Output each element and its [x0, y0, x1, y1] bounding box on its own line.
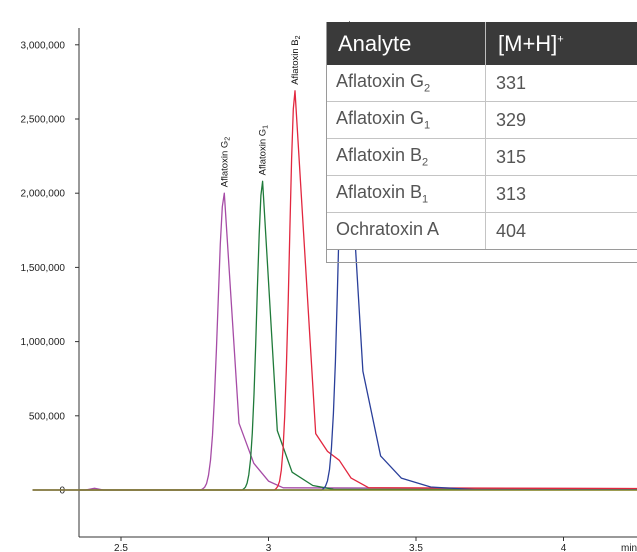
y-tick-label: 2,000,000 — [21, 189, 66, 200]
x-axis-label: min — [621, 543, 637, 552]
analyte-name: Aflatoxin G — [336, 71, 425, 92]
y-tick-label: 0 — [59, 486, 65, 497]
y-tick-label: 1,000,000 — [21, 337, 66, 348]
peak-label-sub: 2 — [224, 137, 231, 141]
analyte-cell: Ochratoxin A — [326, 212, 486, 250]
analyte-cell: Aflatoxin G1 — [326, 101, 486, 139]
analyte-name: Ochratoxin A — [336, 219, 440, 240]
peak-label: Aflatoxin G1 — [258, 125, 270, 175]
table-row: Ochratoxin A 404 — [326, 212, 637, 250]
series-line — [32, 75, 637, 491]
series-layer — [32, 75, 637, 491]
series-line — [32, 180, 637, 491]
peak-label-name: Aflatoxin G — [219, 141, 230, 187]
analyte-cell: Aflatoxin B2 — [326, 138, 486, 176]
analyte-sub: 2 — [422, 156, 429, 169]
analyte-name: Aflatoxin B — [336, 182, 423, 203]
y-tick-label: 3,000,000 — [21, 40, 66, 51]
analyte-name: Aflatoxin B — [336, 145, 423, 166]
header-mass-sup: + — [557, 33, 564, 46]
analyte-sub: 2 — [424, 82, 431, 95]
y-tick-label: 2,500,000 — [21, 115, 66, 126]
series-line — [32, 90, 637, 491]
table-row: Aflatoxin B2 315 — [326, 138, 637, 176]
peak-label: Aflatoxin G2 — [219, 137, 231, 187]
table-row: Aflatoxin G2 331 — [326, 65, 637, 102]
header-mass-text: [M+H] — [498, 30, 558, 56]
analyte-cell: Aflatoxin G2 — [326, 65, 486, 102]
mz-cell: 329 — [485, 101, 637, 139]
mz-cell: 313 — [485, 175, 637, 213]
mz-cell: 315 — [485, 138, 637, 176]
table-row: Aflatoxin B1 313 — [326, 175, 637, 213]
x-tick-label: 3 — [266, 543, 272, 552]
analyte-cell: Aflatoxin B1 — [326, 175, 486, 213]
x-tick-label: 4 — [561, 543, 567, 552]
peak-label: Aflatoxin B2 — [290, 35, 302, 84]
peak-label-sub: 1 — [263, 125, 270, 129]
peak-label-name: Aflatoxin G — [258, 129, 269, 175]
analyte-name: Aflatoxin G — [336, 108, 425, 129]
peak-label-sub: 2 — [295, 35, 302, 39]
y-tick-label: 1,500,000 — [21, 263, 66, 274]
mz-cell: 404 — [485, 212, 637, 250]
y-tick-label: 500,000 — [29, 411, 66, 422]
mz-cell: 331 — [485, 65, 637, 102]
analyte-sub: 1 — [422, 193, 429, 206]
table-header-row: Analyte [M+H]+ — [326, 22, 637, 65]
header-analyte: Analyte — [326, 22, 486, 65]
x-tick-label: 3.5 — [409, 543, 423, 552]
peak-label-name: Aflatoxin B — [290, 39, 301, 84]
x-tick-label: 2.5 — [114, 543, 128, 552]
header-mass: [M+H]+ — [485, 22, 637, 65]
analyte-sub: 1 — [424, 119, 431, 132]
analyte-mass-table: Analyte [M+H]+ Aflatoxin G2 331 Aflatoxi… — [326, 22, 637, 250]
table-row: Aflatoxin G1 329 — [326, 101, 637, 139]
